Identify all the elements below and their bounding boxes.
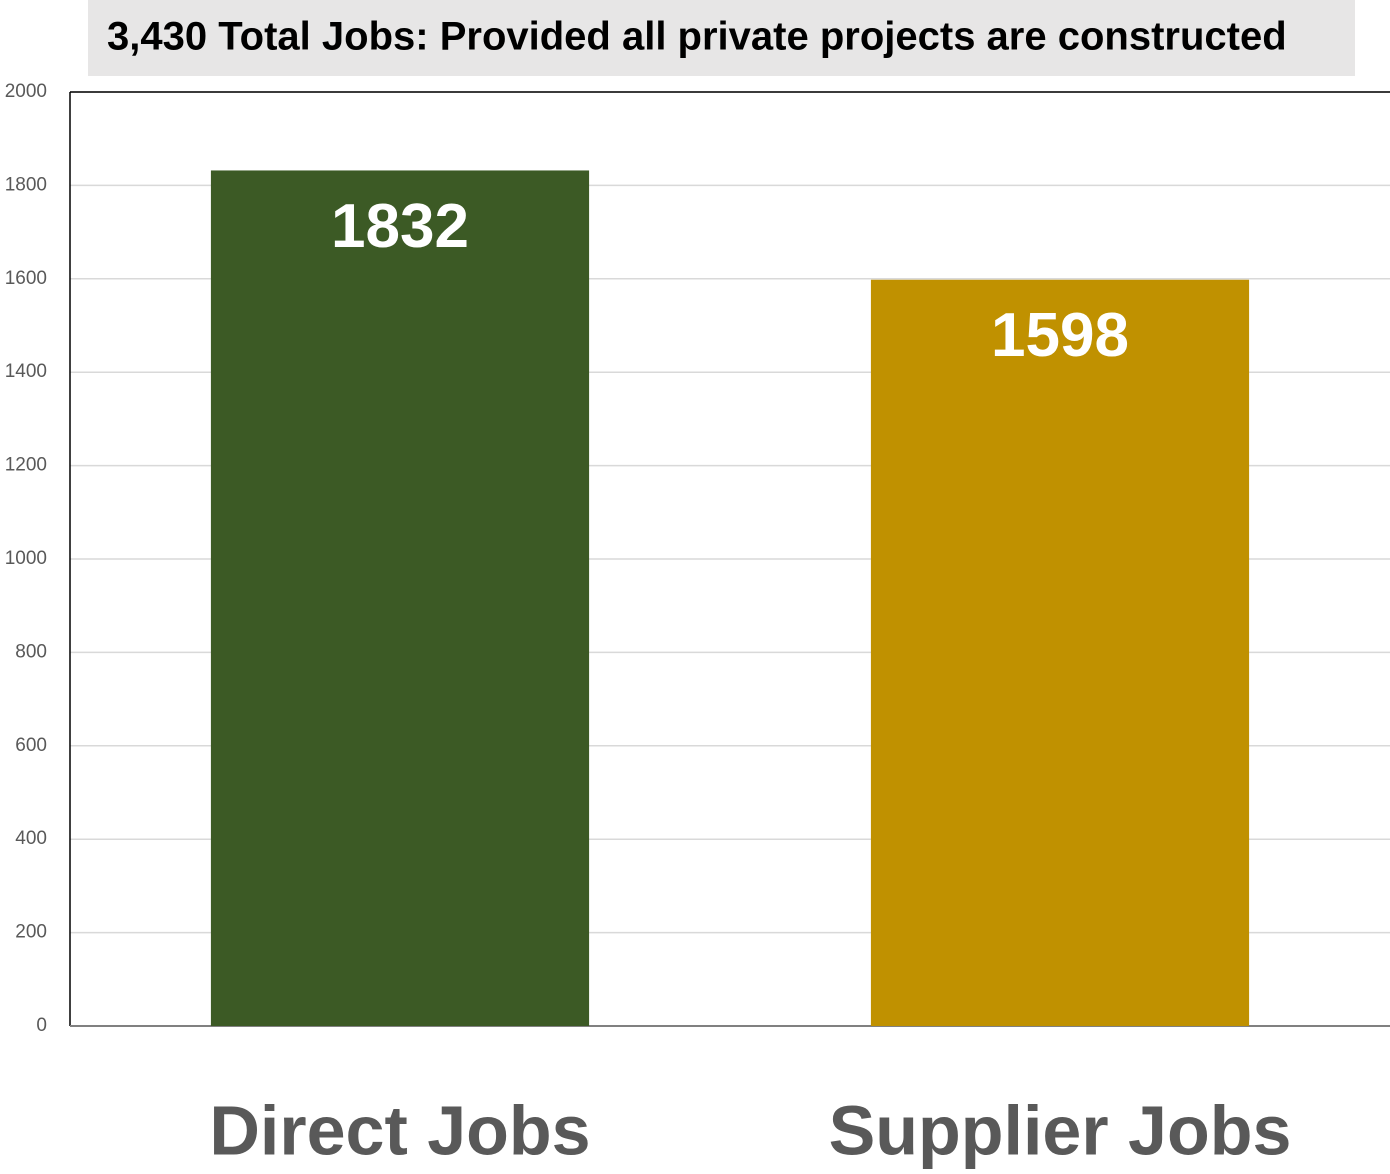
y-tick-label: 1000 xyxy=(5,548,47,569)
value-label: 1598 xyxy=(991,301,1129,370)
y-tick-label: 1600 xyxy=(5,268,47,289)
y-tick-label: 0 xyxy=(36,1015,47,1036)
value-label: 1832 xyxy=(331,192,469,261)
y-tick-label: 600 xyxy=(15,735,47,756)
bar xyxy=(870,279,1250,1026)
y-tick-label: 1800 xyxy=(5,174,47,195)
title-box xyxy=(88,0,1355,76)
y-tick-label: 1200 xyxy=(5,455,47,476)
x-tick-label: Direct Jobs xyxy=(209,1091,590,1169)
y-tick-label: 1400 xyxy=(5,361,47,382)
x-tick-label: Supplier Jobs xyxy=(829,1091,1292,1169)
y-tick-label: 800 xyxy=(15,641,47,662)
y-tick-label: 2000 xyxy=(5,81,47,102)
chart-title: 3,430 Total Jobs: Provided all private p… xyxy=(107,15,1287,59)
bar xyxy=(210,170,590,1026)
y-tick-label: 200 xyxy=(15,922,47,943)
y-tick-label: 400 xyxy=(15,828,47,849)
